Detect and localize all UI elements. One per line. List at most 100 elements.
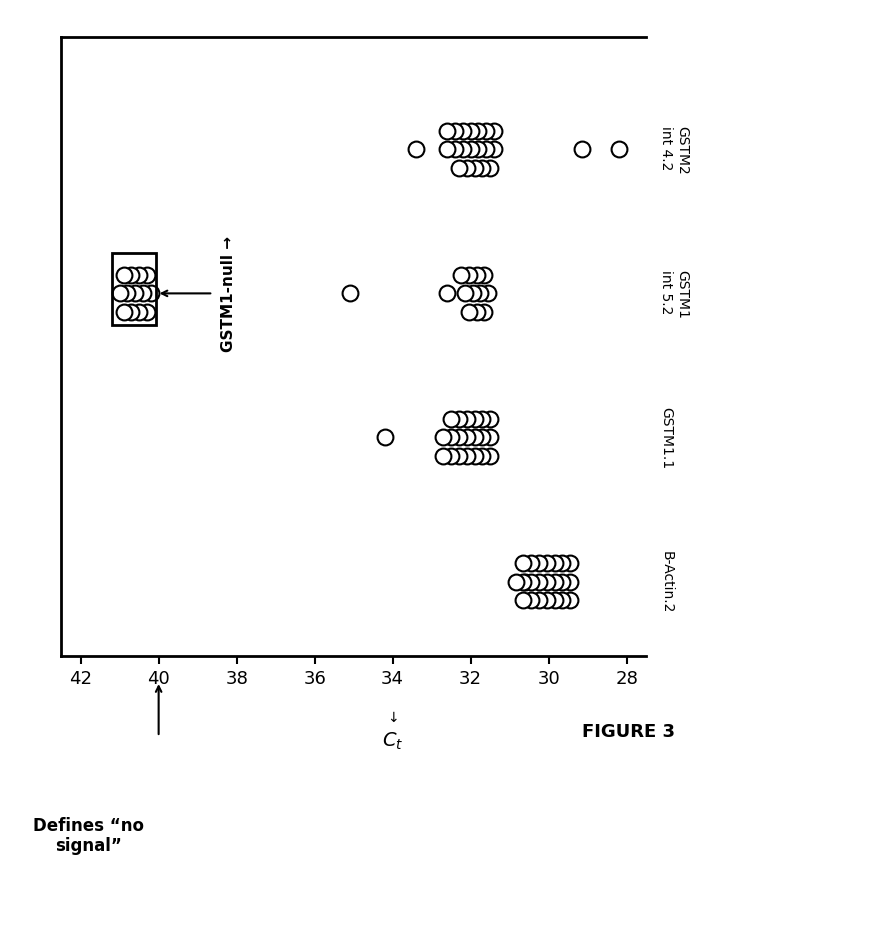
Text: GSTM2
int 4.2: GSTM2 int 4.2 [659,126,690,174]
Point [524,574,538,589]
Point [479,124,493,139]
Point [140,305,154,320]
Point [465,286,479,301]
Point [519,574,533,589]
Point [516,593,530,608]
Point [452,431,466,446]
Point [124,305,138,320]
Point [483,431,497,446]
Point [460,449,474,464]
Text: FIGURE 3: FIGURE 3 [582,722,675,741]
Point [481,286,495,301]
Point [444,431,458,446]
Point [444,412,458,427]
Text: GSTM1-null →: GSTM1-null → [221,235,237,352]
Text: GSTM1
int 5.2: GSTM1 int 5.2 [659,269,690,318]
Point [456,124,470,139]
Point [524,593,538,608]
Point [547,574,561,589]
Point [136,286,150,301]
Text: Defines “no
signal”: Defines “no signal” [33,816,144,855]
Bar [112,253,155,325]
Point [467,449,481,464]
Point [440,286,454,301]
Point [532,574,546,589]
Point [444,449,458,464]
Point [483,412,497,427]
Point [475,431,489,446]
Point [524,555,538,570]
Point [440,143,454,158]
Point [475,449,489,464]
Point [132,305,146,320]
Point [563,593,577,608]
Point [475,161,489,176]
Point [452,449,466,464]
Point [516,555,530,570]
Point [475,412,489,427]
Point [540,574,553,589]
Point [460,412,474,427]
Point [563,574,577,589]
Point [471,124,485,139]
Point [464,143,478,158]
Text: ↓: ↓ [387,711,398,724]
Point [563,555,577,570]
Point [436,449,450,464]
Point [462,267,476,282]
Point [448,124,462,139]
Point [483,449,497,464]
Point [516,574,530,589]
Point [128,286,142,301]
Point [479,143,493,158]
Point [144,286,158,301]
Point [440,124,454,139]
Point [478,305,491,320]
Point [547,593,561,608]
Text: B-Actin.2: B-Actin.2 [659,551,673,613]
Point [454,267,468,282]
Point [452,161,466,176]
Point [467,412,481,427]
Point [470,267,484,282]
Point [457,286,471,301]
Point [464,124,478,139]
Point [471,143,485,158]
Point [467,431,481,446]
Point [113,286,127,301]
Point [487,124,501,139]
Point [378,431,392,446]
Point [436,431,450,446]
Point [140,267,154,282]
Point [116,305,130,320]
Point [456,143,470,158]
Point [452,412,466,427]
Point [487,143,501,158]
Point [460,161,474,176]
Point [574,143,588,158]
Point [555,574,569,589]
Point [547,555,561,570]
Point [448,143,462,158]
Text: $C_t$: $C_t$ [382,731,403,751]
Point [483,161,497,176]
Point [540,555,553,570]
Point [120,286,134,301]
Point [132,267,146,282]
Point [508,574,522,589]
Point [555,593,569,608]
Point [343,286,357,301]
Point [532,555,546,570]
Point [460,431,474,446]
Point [473,286,487,301]
Point [478,267,491,282]
Point [462,305,476,320]
Point [124,267,138,282]
Point [555,555,569,570]
Point [612,143,626,158]
Point [532,593,546,608]
Text: GSTM1.1: GSTM1.1 [659,407,673,469]
Point [116,267,130,282]
Point [540,593,553,608]
Point [470,305,484,320]
